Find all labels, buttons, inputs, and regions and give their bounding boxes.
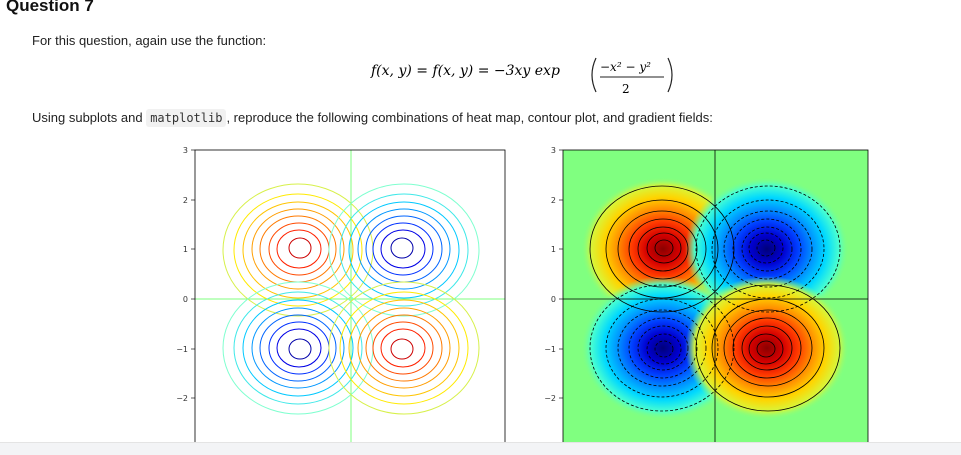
intro-text: For this question, again use the functio… bbox=[32, 33, 267, 48]
equation-svg: f(x, y) = f(x, y) = −3xy exp −x² − y² 2 bbox=[370, 57, 673, 96]
quadrant-top-right bbox=[328, 183, 480, 317]
contour-solid-top-left bbox=[589, 185, 735, 313]
equation-denominator: 2 bbox=[622, 82, 630, 96]
ytick-label: 1 bbox=[183, 245, 188, 254]
plot-frame bbox=[562, 149, 869, 445]
equation-numerator: −x² − y² bbox=[600, 60, 651, 74]
contour-solid-bottom-right bbox=[695, 284, 841, 412]
ytick-label: 0 bbox=[183, 295, 188, 304]
ytick-label: −2 bbox=[544, 394, 556, 403]
ytick-label: −2 bbox=[176, 394, 188, 403]
left-paren bbox=[591, 57, 597, 93]
contour-plot: 3 2 1 0 −1 −2 bbox=[176, 146, 506, 445]
instruction-after: , reproduce the following combinations o… bbox=[226, 110, 713, 125]
contour-lines bbox=[222, 183, 480, 415]
right-paren bbox=[667, 57, 673, 93]
ytick-label: 3 bbox=[183, 146, 188, 155]
instruction-before: Using subplots and bbox=[32, 110, 143, 125]
ytick-label: 2 bbox=[183, 196, 188, 205]
heat-blob-top-right bbox=[685, 177, 849, 321]
function-equation: f(x, y) = f(x, y) = −3xy exp −x² − y² 2 bbox=[0, 44, 961, 102]
ytick-label: −1 bbox=[176, 345, 188, 354]
heat-blob-bottom-right bbox=[685, 276, 849, 420]
ytick-label: −1 bbox=[544, 345, 556, 354]
question-title: Question 7 bbox=[6, 0, 94, 15]
ytick-label: 1 bbox=[551, 245, 556, 254]
contour-dashed-top-right bbox=[695, 185, 841, 313]
equation-lhs: f(x, y) = f(x, y) = −3xy exp bbox=[370, 63, 560, 79]
ytick-label: 2 bbox=[551, 196, 556, 205]
instruction-text: Using subplots and matplotlib, reproduce… bbox=[32, 109, 713, 127]
y-ticks bbox=[191, 149, 195, 399]
y-ticks bbox=[559, 149, 563, 399]
ytick-label: 3 bbox=[551, 146, 556, 155]
bottom-bar bbox=[0, 442, 961, 455]
heatmap-plot: 3 2 1 0 −1 −2 bbox=[544, 146, 869, 445]
quadrant-bottom-right bbox=[328, 281, 480, 415]
ytick-label: 0 bbox=[551, 295, 556, 304]
plot-frame bbox=[194, 149, 506, 445]
code-matplotlib: matplotlib bbox=[146, 109, 227, 127]
